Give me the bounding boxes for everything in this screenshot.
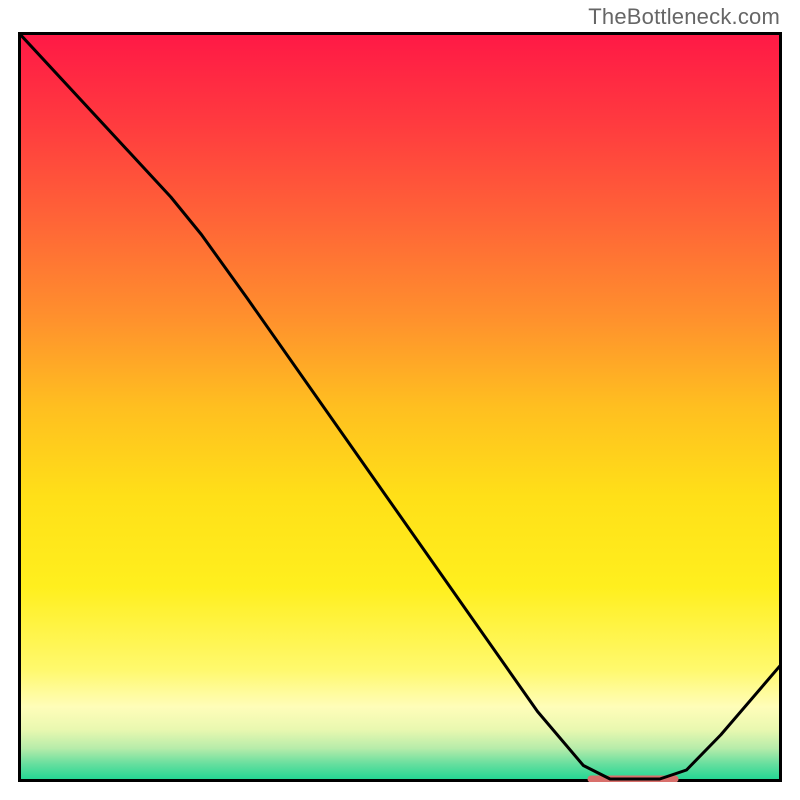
chart-svg bbox=[18, 32, 782, 782]
chart-background bbox=[18, 32, 782, 782]
bottleneck-chart bbox=[18, 32, 782, 782]
watermark-text: TheBottleneck.com bbox=[588, 4, 780, 30]
